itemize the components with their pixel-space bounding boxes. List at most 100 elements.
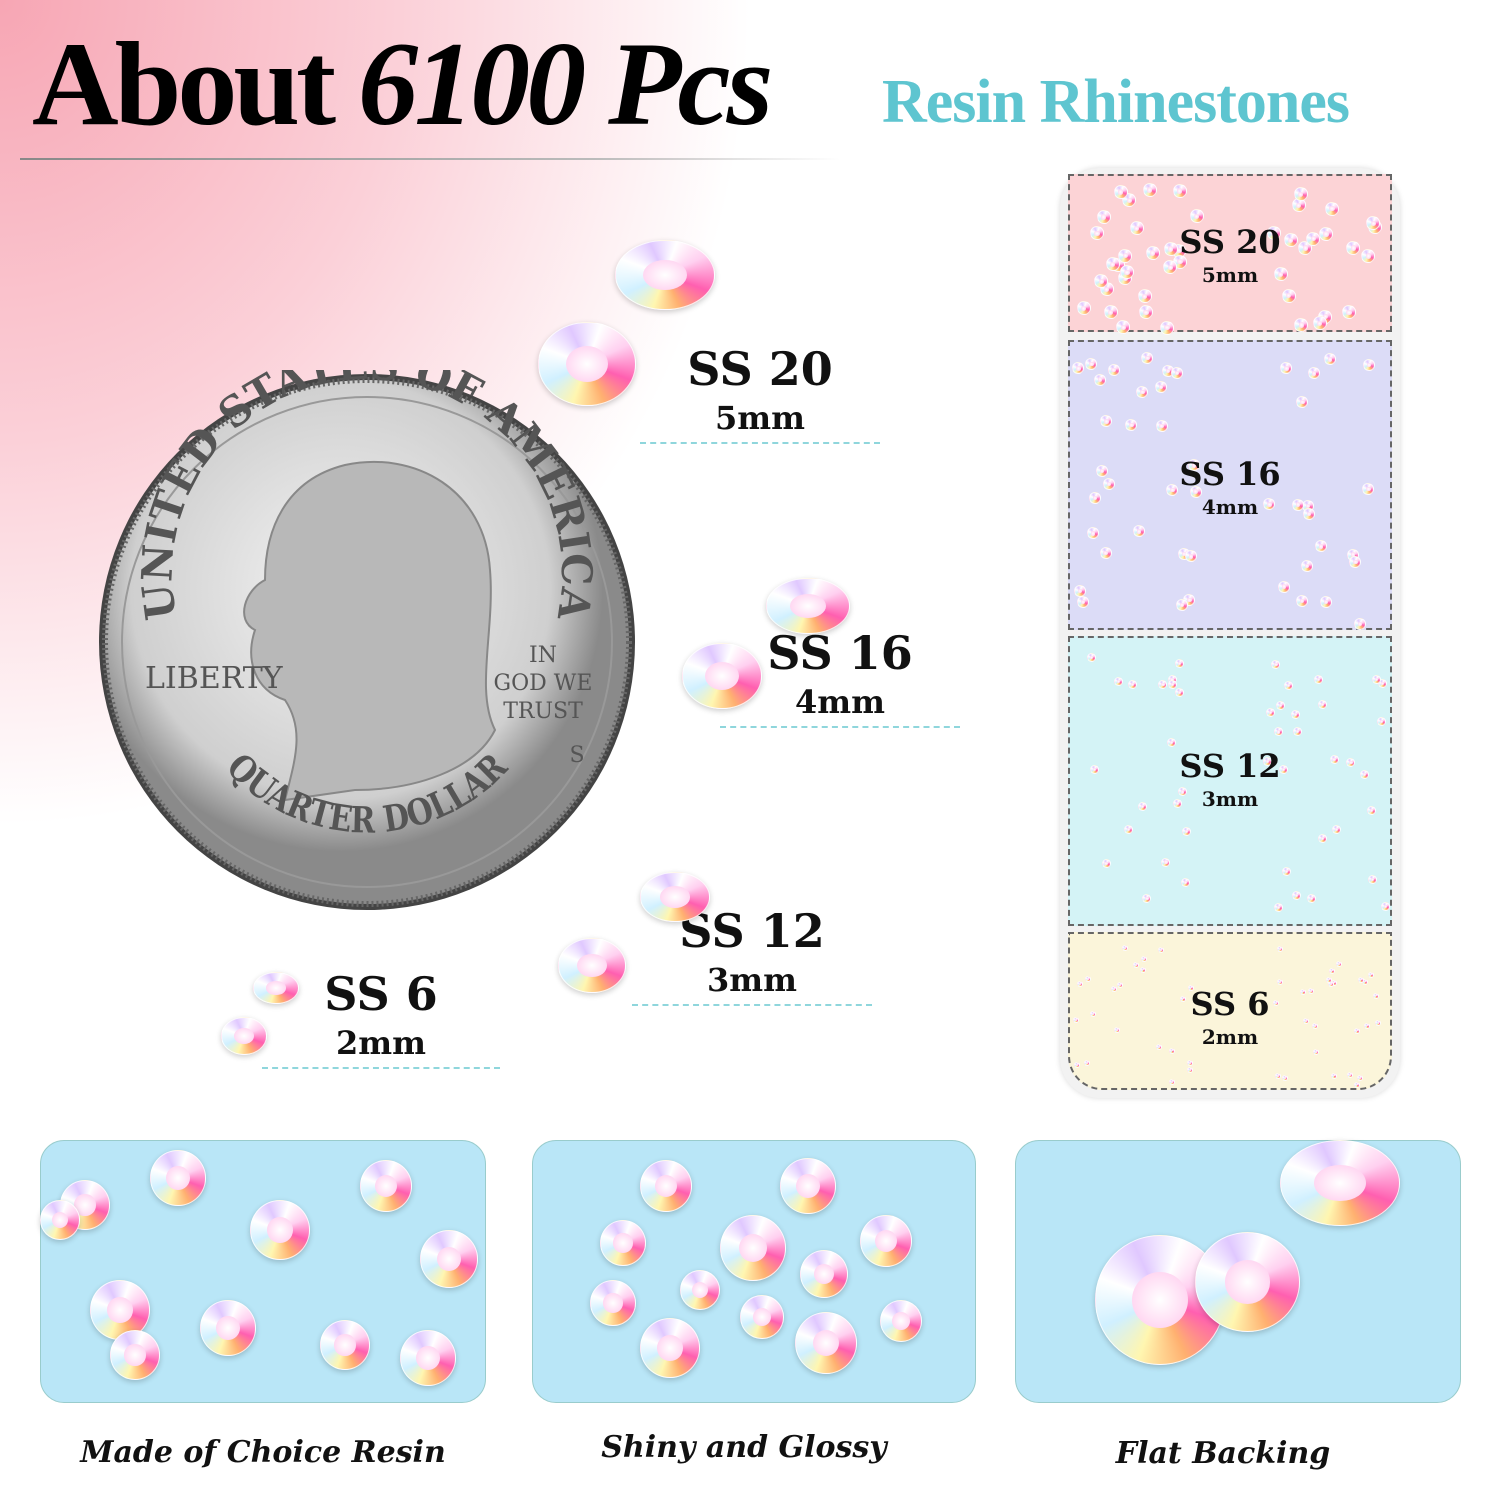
rhinestone-icon: [740, 1295, 784, 1339]
rhinestone-icon: [400, 1330, 456, 1386]
size-mm: 2mm: [262, 1023, 500, 1063]
feature-caption: Shiny and Glossy: [532, 1428, 956, 1468]
tray-cell-ss16: SS 16 4mm: [1068, 340, 1392, 630]
coin-liberty: LIBERTY: [145, 661, 284, 696]
coin-motto-3: TRUST: [503, 699, 583, 724]
tray-rhinestone-icon: [1160, 321, 1174, 335]
tray-rhinestone-icon: [1168, 680, 1177, 689]
size-label-0: SS 20 5mm: [640, 340, 880, 444]
tray-rhinestone-icon: [1138, 289, 1152, 303]
tray-rhinestone-icon: [1331, 1073, 1337, 1079]
tray-rhinestone-icon: [1358, 977, 1364, 983]
tray-rhinestone-icon: [1114, 677, 1123, 686]
rhinestone-icon: [590, 1280, 636, 1326]
tray-rhinestone-icon: [1087, 653, 1096, 662]
rhinestone-icon: [880, 1300, 922, 1342]
tray-rhinestone-icon: [1085, 976, 1091, 982]
tray-size-label: SS 6: [1070, 984, 1390, 1024]
size-label-3: SS 6 2mm: [262, 965, 500, 1069]
tray-rhinestone-icon: [1077, 596, 1089, 608]
title-count: 6100 Pcs: [358, 17, 769, 150]
tray-size-label: SS 20: [1070, 222, 1390, 262]
size-ss: SS 20: [640, 340, 880, 398]
tray-rhinestone-icon: [1114, 185, 1128, 199]
tray-rhinestone-icon: [1116, 320, 1130, 334]
tray-mm-label: 2mm: [1070, 1024, 1390, 1050]
tray-rhinestone-icon: [1102, 859, 1111, 868]
rhinestone-icon: [720, 1215, 786, 1281]
main-title: About 6100 Pcs: [32, 14, 769, 154]
rhinestone-icon: [200, 1300, 256, 1356]
rhinestone-icon: [682, 643, 762, 709]
rhinestone-icon: [640, 1160, 692, 1212]
rhinestone-icon: [1280, 1140, 1400, 1226]
subtitle: Resin Rhinestones: [882, 64, 1349, 140]
tray-rhinestone-icon: [1326, 977, 1332, 983]
tray-rhinestone-icon: [1336, 961, 1342, 967]
tray-rhinestone-icon: [1368, 875, 1377, 884]
tray-rhinestone-icon: [1266, 708, 1275, 717]
tray-rhinestone-icon: [1094, 374, 1106, 386]
rhinestone-icon: [320, 1320, 370, 1370]
size-mm: 5mm: [640, 398, 880, 438]
tray-rhinestone-icon: [1329, 968, 1335, 974]
rhinestone-icon: [250, 1200, 310, 1260]
tray-rhinestone-icon: [1274, 903, 1283, 912]
storage-tray: SS 20 5mm SS 16 4mm SS 12 3mm SS 6 2mm: [1060, 168, 1400, 1098]
tray-rhinestone-icon: [1381, 902, 1390, 911]
tray-rhinestone-icon: [1140, 967, 1146, 973]
tray-rhinestone-icon: [1377, 717, 1386, 726]
tray-mm-label: 5mm: [1070, 262, 1390, 288]
feature-caption: Made of Choice Resin: [40, 1433, 486, 1473]
tray-mm-label: 3mm: [1070, 786, 1390, 812]
rhinestone-icon: [640, 1318, 700, 1378]
title-prefix: About: [32, 17, 332, 150]
rhinestone-icon: [795, 1312, 857, 1374]
rhinestone-icon: [766, 578, 850, 634]
tray-rhinestone-icon: [1293, 727, 1302, 736]
dashed-underline: [720, 726, 960, 728]
tray-rhinestone-icon: [1282, 1075, 1288, 1081]
rhinestone-icon: [600, 1220, 646, 1266]
dashed-underline: [640, 442, 880, 444]
tray-rhinestone-icon: [1181, 878, 1190, 887]
tray-rhinestone-icon: [1354, 1082, 1360, 1088]
rhinestone-icon: [860, 1215, 912, 1267]
tray-rhinestone-icon: [1278, 581, 1290, 593]
size-mm: 3mm: [632, 960, 872, 1000]
tray-rhinestone-icon: [1294, 187, 1308, 201]
tray-rhinestone-icon: [1175, 688, 1184, 697]
rhinestone-icon: [420, 1230, 478, 1288]
rhinestone-icon: [780, 1158, 836, 1214]
tray-rhinestone-icon: [1307, 894, 1316, 903]
rhinestone-icon: [615, 240, 715, 310]
title-divider: [20, 158, 840, 160]
tray-rhinestone-icon: [1158, 947, 1164, 953]
tray-rhinestone-icon: [1141, 956, 1147, 962]
rhinestone-icon: [360, 1160, 412, 1212]
rhinestone-icon: [558, 938, 626, 993]
tray-rhinestone-icon: [1143, 183, 1157, 197]
tray-size-label: SS 16: [1070, 454, 1390, 494]
tray-rhinestone-icon: [1108, 364, 1120, 376]
tray-size-label: SS 12: [1070, 746, 1390, 786]
coin-motto-2: GOD WE: [494, 671, 593, 696]
tray-rhinestone-icon: [1124, 825, 1133, 834]
rhinestone-icon: [150, 1150, 206, 1206]
tray-rhinestone-icon: [1332, 825, 1341, 834]
quarter-coin-image: UNITED STATES OF AMERICA QUARTER DOLLAR …: [95, 370, 645, 915]
rhinestone-icon: [1195, 1232, 1300, 1332]
tray-rhinestone-icon: [1161, 858, 1170, 867]
tray-cell-ss6: SS 6 2mm: [1068, 932, 1392, 1090]
feature-caption: Flat Backing: [1015, 1434, 1431, 1474]
rhinestone-icon: [253, 972, 299, 1004]
tray-rhinestone-icon: [1284, 681, 1293, 690]
tray-rhinestone-icon: [1282, 289, 1296, 303]
tray-rhinestone-icon: [1314, 675, 1323, 684]
rhinestone-icon: [110, 1330, 160, 1380]
tray-rhinestone-icon: [1347, 1072, 1353, 1078]
rhinestone-icon: [40, 1200, 80, 1240]
tray-rhinestone-icon: [1363, 359, 1375, 371]
rhinestone-icon: [538, 322, 636, 406]
tray-rhinestone-icon: [1156, 420, 1168, 432]
